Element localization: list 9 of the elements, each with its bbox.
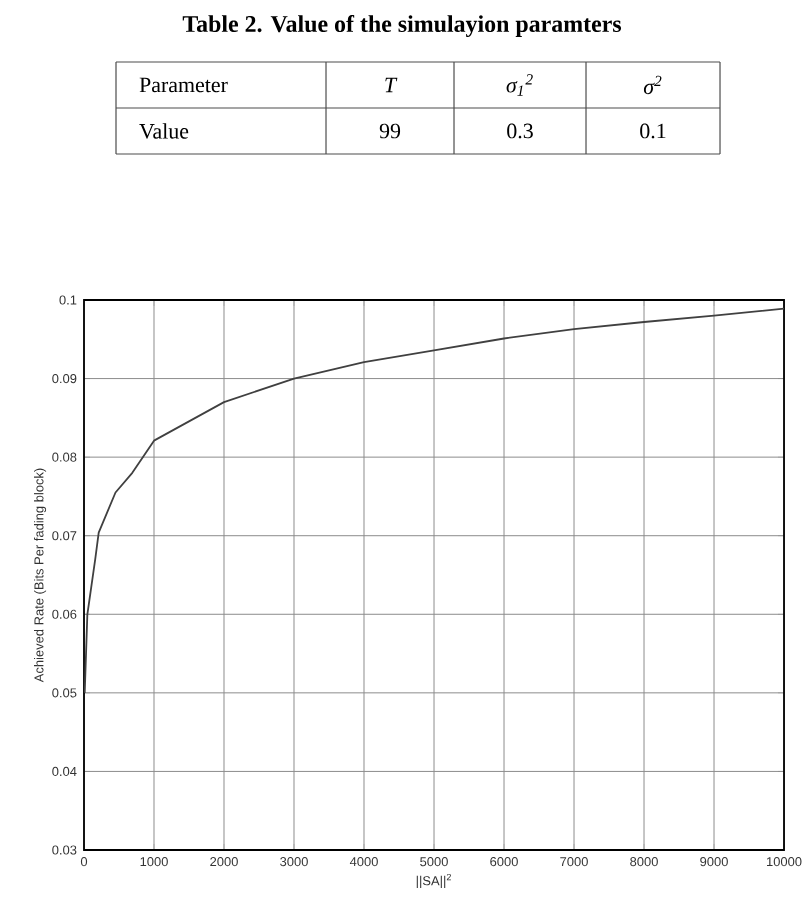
- text: 99: [379, 123, 400, 139]
- text: 0.1: [639, 123, 666, 139]
- text: 0.3: [506, 123, 533, 139]
- text: Parameter: [139, 77, 228, 93]
- text: σ$^{2}$: [643, 75, 662, 95]
- text: Value: [138, 123, 188, 139]
- line-series: [83, 307, 784, 694]
- text: T: [385, 77, 398, 93]
- text: Table 2. Value of the simulayion paramters: [182, 14, 621, 37]
